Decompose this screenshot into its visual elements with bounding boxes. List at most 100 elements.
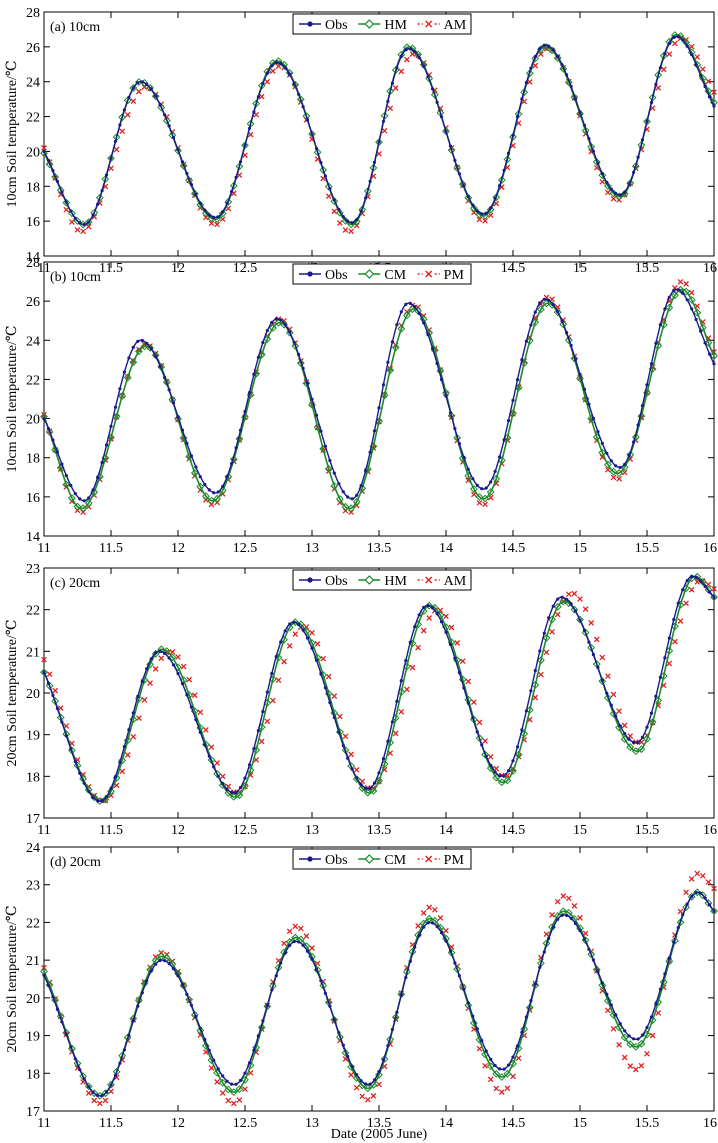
data-point xyxy=(570,605,579,614)
data-point xyxy=(699,66,706,73)
data-point xyxy=(118,392,127,400)
data-point xyxy=(565,73,569,77)
data-point xyxy=(565,597,569,601)
data-point xyxy=(335,1033,344,1041)
data-point xyxy=(672,289,676,293)
data-point xyxy=(493,1063,497,1068)
data-point xyxy=(658,675,663,680)
data-point xyxy=(703,341,707,345)
data-point xyxy=(247,763,252,767)
data-point xyxy=(404,686,410,693)
data-point xyxy=(462,184,466,188)
data-point xyxy=(636,423,640,427)
data-point xyxy=(665,303,674,312)
data-point xyxy=(191,692,198,699)
data-point xyxy=(571,903,578,909)
data-point xyxy=(666,51,673,57)
data-point xyxy=(46,681,51,685)
data-point xyxy=(605,1007,611,1014)
data-point xyxy=(118,387,122,391)
data-point xyxy=(649,711,654,715)
data-point xyxy=(605,180,609,184)
x-tick-label: 14.5 xyxy=(501,823,526,838)
data-point xyxy=(480,212,484,216)
data-point xyxy=(677,278,684,285)
data-point xyxy=(96,476,100,480)
data-point xyxy=(600,981,604,985)
data-point xyxy=(687,295,696,304)
data-point xyxy=(663,52,667,56)
x-tick-label: 13 xyxy=(305,823,319,838)
data-point xyxy=(51,173,60,181)
data-point xyxy=(346,756,350,760)
data-point xyxy=(598,981,607,990)
data-point xyxy=(402,311,411,320)
data-point xyxy=(529,323,533,327)
data-point xyxy=(564,78,573,87)
series-obs xyxy=(42,288,716,503)
data-point xyxy=(69,747,73,751)
data-point xyxy=(614,464,618,468)
x-tick-label: 16 xyxy=(703,823,717,838)
data-point xyxy=(565,331,569,335)
data-point xyxy=(332,198,336,202)
data-point xyxy=(274,57,283,65)
x-tick-label: 13 xyxy=(305,541,319,556)
data-point xyxy=(201,492,210,501)
data-point xyxy=(640,138,645,142)
data-point xyxy=(375,138,383,147)
data-point xyxy=(631,162,640,171)
data-point xyxy=(453,961,457,965)
data-point xyxy=(325,193,332,200)
data-point xyxy=(235,1085,244,1094)
data-point xyxy=(230,1082,234,1086)
data-point xyxy=(682,287,691,296)
data-point xyxy=(408,44,417,53)
data-point xyxy=(158,103,162,107)
data-point xyxy=(559,320,568,329)
series-obs xyxy=(42,574,716,803)
data-point xyxy=(524,81,529,85)
data-point xyxy=(146,83,155,92)
data-point xyxy=(152,666,159,672)
y-tick-label: 21 xyxy=(26,954,40,969)
data-point xyxy=(399,310,403,314)
data-point xyxy=(353,766,360,773)
legend-marker xyxy=(307,21,313,27)
data-point xyxy=(659,978,668,987)
data-point xyxy=(355,218,359,222)
data-point xyxy=(681,291,685,295)
data-point xyxy=(113,775,118,779)
data-point xyxy=(131,345,135,349)
data-point xyxy=(386,739,390,743)
data-point xyxy=(42,417,46,421)
data-point xyxy=(196,482,205,491)
x-tick-label: 15 xyxy=(573,823,587,838)
data-point xyxy=(654,1002,658,1006)
data-point xyxy=(683,281,689,287)
data-point xyxy=(201,209,210,218)
data-point xyxy=(422,64,426,68)
data-point xyxy=(348,751,354,758)
data-point xyxy=(279,961,283,965)
data-point xyxy=(368,1082,372,1086)
data-point xyxy=(573,609,578,613)
data-point xyxy=(264,78,271,85)
data-point xyxy=(230,462,234,466)
data-point xyxy=(658,323,663,327)
data-point xyxy=(235,791,244,800)
data-point xyxy=(203,727,209,733)
data-point xyxy=(626,179,635,188)
data-point xyxy=(487,494,494,501)
data-point xyxy=(448,642,453,647)
data-point xyxy=(224,1085,233,1094)
data-point xyxy=(46,671,53,678)
data-point xyxy=(104,173,109,177)
data-point xyxy=(100,189,104,193)
data-point xyxy=(281,940,287,947)
data-point xyxy=(78,771,82,775)
data-point xyxy=(127,356,131,360)
data-point xyxy=(694,891,698,895)
data-point xyxy=(413,305,417,309)
data-point xyxy=(704,338,713,347)
